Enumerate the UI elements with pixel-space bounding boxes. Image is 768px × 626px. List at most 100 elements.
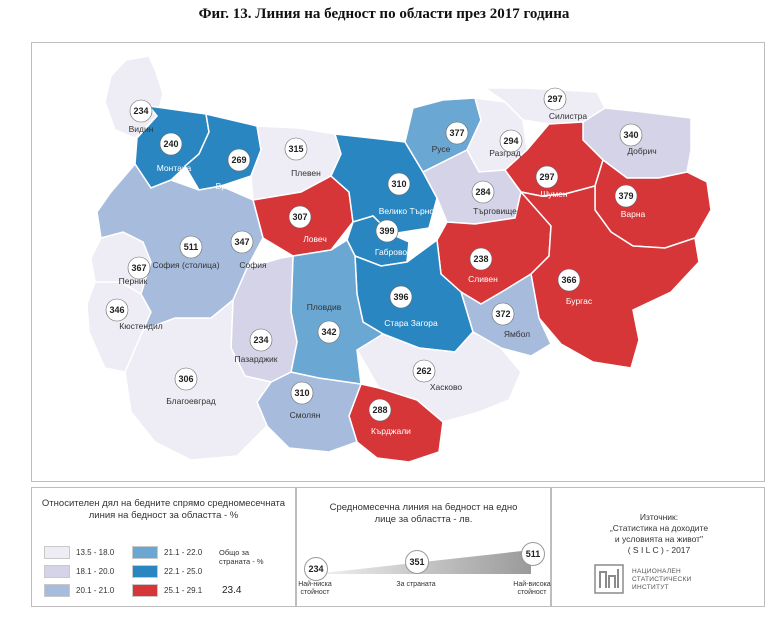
region-value: 377 (449, 128, 464, 138)
region-value-circle (290, 381, 314, 405)
region-name: Сливен (468, 274, 498, 284)
region-value: 315 (288, 144, 303, 154)
region-value-circle (368, 398, 392, 422)
legend-swatch (44, 584, 70, 597)
region-value-circle (284, 137, 308, 161)
nsi-name: НАЦИОНАЛЕН СТАТИСТИЧЕСКИ ИНСТИТУТ (632, 568, 692, 592)
region-value-circle (412, 359, 436, 383)
region-value: 367 (131, 263, 146, 273)
region-name: Силистра (549, 111, 587, 121)
country-value-label: За страната (396, 581, 436, 588)
legend-swatch (132, 565, 158, 578)
region-value-circle (619, 123, 643, 147)
region-name: Смолян (290, 410, 321, 420)
legend-range-label: 18.1 - 20.0 (76, 567, 115, 576)
legend-title: Относителен дял на бедните спрямо средно… (41, 498, 286, 521)
source-line: ( S I L C ) - 2017 (627, 545, 691, 555)
region-value: 234 (133, 106, 148, 116)
region-value-circle (491, 302, 515, 326)
legend-range-3: 20.1 - 21.0 (44, 584, 114, 597)
poverty-line-title: Средномесечна линия на бедност на едно л… (329, 502, 518, 525)
region-value: 234 (253, 335, 268, 345)
region-value: 262 (416, 366, 431, 376)
legend-swatch (132, 584, 158, 597)
region-value: 372 (495, 309, 510, 319)
legend-swatch (44, 546, 70, 559)
nsi-name-line: ИНСТИТУТ (632, 584, 669, 591)
region-value: 379 (618, 191, 633, 201)
bulgaria-map: 234 Видин 240 Монтана 269 Враца 315 Плевен 307 Ло… (86, 55, 712, 463)
region-name: Видин (129, 124, 154, 134)
legend-range-label: 13.5 - 18.0 (76, 548, 115, 557)
source-text: Източник: „Статистика на доходите и усло… (552, 512, 766, 556)
region-value-circle (129, 99, 153, 123)
region-value: 297 (539, 172, 554, 182)
country-value-circle: 351 (405, 550, 429, 574)
legend-swatch (44, 565, 70, 578)
region-name: Шумен (540, 189, 568, 199)
region-value: 307 (292, 212, 307, 222)
region-value-circle (105, 298, 129, 322)
region-name: Благоевград (166, 396, 216, 406)
region-value: 310 (294, 388, 309, 398)
region-name: Бургас (566, 296, 593, 306)
region-name: Перник (119, 276, 148, 286)
region-value: 288 (372, 405, 387, 415)
legend-range-6: 25.1 - 29.1 (132, 584, 202, 597)
region-value: 511 (184, 242, 199, 252)
region-name: Ямбол (504, 329, 530, 339)
nsi-name-line: СТАТИСТИЧЕСКИ (632, 576, 692, 583)
legend-range-2: 18.1 - 20.0 (44, 565, 114, 578)
source-line: „Статистика на доходите (609, 523, 709, 533)
region-value-circle (543, 87, 567, 111)
region-value: 346 (109, 305, 124, 315)
map-frame (31, 42, 765, 482)
region-name: Враца (216, 181, 241, 191)
region-value-circle (535, 165, 559, 189)
region-name: Монтана (157, 163, 192, 173)
legend-range-label: 25.1 - 29.1 (164, 586, 203, 595)
region-value-circle (557, 268, 581, 292)
source-line: и условията на живот" (614, 534, 704, 544)
region-value-circle (159, 132, 183, 156)
region-value: 306 (178, 374, 193, 384)
region-name: Ловеч (303, 234, 327, 244)
max-value-label: Най-висока стойност (513, 581, 551, 596)
region-value-circle (227, 148, 251, 172)
region-value: 366 (561, 275, 576, 285)
overall-label: Общо за страната - % (219, 548, 264, 566)
region-value-circle (445, 121, 469, 145)
min-value-label: Най-ниска стойност (298, 581, 332, 596)
region-value: 396 (393, 292, 408, 302)
region-value-circle (249, 328, 273, 352)
region-name: Хасково (430, 382, 463, 392)
region-value: 240 (163, 139, 178, 149)
region-value-circle (174, 367, 198, 391)
region-value-circle (614, 184, 638, 208)
legend-range-4: 21.1 - 22.0 (132, 546, 202, 559)
region-name: Русе (432, 144, 451, 154)
region-value: 340 (623, 130, 638, 140)
legend-range-label: 20.1 - 21.0 (76, 586, 115, 595)
region-value: 238 (473, 254, 488, 264)
region-name: Пловдив (307, 302, 342, 312)
min-value-circle: 234 (304, 557, 328, 581)
legend-range-label: 22.1 - 25.0 (164, 567, 203, 576)
region-value: 310 (391, 179, 406, 189)
overall-value: 23.4 (222, 585, 242, 596)
region-name: Пазарджик (234, 354, 277, 364)
region-value: 297 (547, 94, 562, 104)
region-name: София (239, 260, 267, 270)
nsi-logo-icon (594, 564, 624, 594)
region-value: 284 (475, 187, 490, 197)
region-value: 399 (379, 226, 394, 236)
region-name: Варна (621, 209, 646, 219)
region-name: София (столица) (152, 260, 219, 270)
region-name: Разград (489, 148, 520, 158)
region-name: Велико Търново (379, 206, 444, 216)
max-value-circle: 511 (521, 542, 545, 566)
region-value-circle (288, 205, 312, 229)
figure-title: Фиг. 13. Линия на бедност по области пре… (198, 6, 570, 22)
region-value-circle (469, 247, 493, 271)
region-name: Габрово (375, 247, 408, 257)
